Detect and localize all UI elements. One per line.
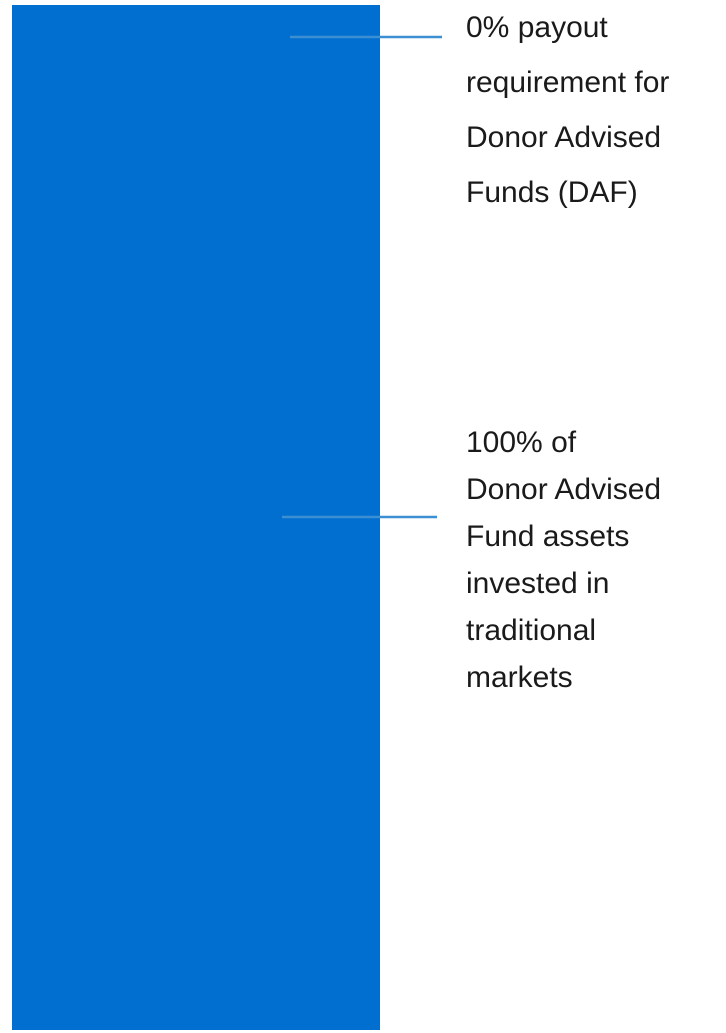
- callout-text: traditional: [466, 614, 596, 647]
- callout-text: Donor Advised: [466, 121, 661, 154]
- callout-text: invested in: [466, 567, 609, 600]
- callout-text: markets: [466, 661, 573, 694]
- callout-text: Funds (DAF): [466, 176, 638, 209]
- callout-text: 100% of: [466, 426, 577, 459]
- callout-text: requirement for: [466, 66, 669, 99]
- callout-text: Donor Advised: [466, 473, 661, 506]
- callout-text: Fund assets: [466, 520, 629, 553]
- callout-text: 0% payout: [466, 11, 608, 44]
